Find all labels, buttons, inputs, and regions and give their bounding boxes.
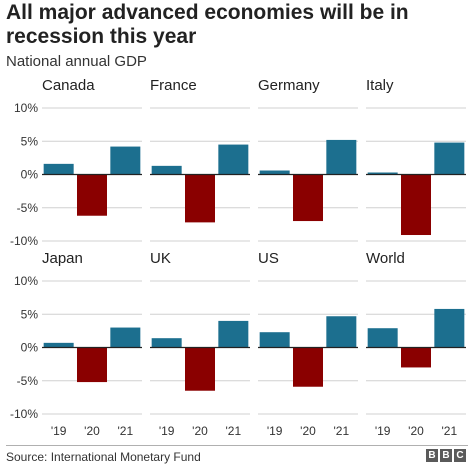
source-note: Source: International Monetary Fund — [6, 450, 201, 464]
y-tick-label: 10% — [14, 101, 38, 115]
x-tick-label: '21 — [226, 424, 242, 438]
y-tick-label: 5% — [21, 134, 39, 148]
bar — [259, 170, 290, 175]
bar — [185, 347, 215, 391]
panel-title: Germany — [258, 77, 320, 94]
panel-title: France — [150, 77, 197, 94]
bar — [185, 174, 215, 223]
x-tick-label: '19 — [51, 424, 67, 438]
bar — [401, 174, 431, 236]
x-tick-label: '20 — [84, 424, 100, 438]
bar — [110, 327, 141, 348]
x-tick-label: '21 — [442, 424, 458, 438]
logo-letter: B — [426, 449, 438, 462]
x-tick-label: '20 — [192, 424, 208, 438]
bar — [151, 165, 182, 175]
x-tick-label: '19 — [375, 424, 391, 438]
panel-title: US — [258, 250, 279, 267]
bar — [43, 163, 74, 175]
x-tick-label: '20 — [300, 424, 316, 438]
x-tick-label: '21 — [334, 424, 350, 438]
bar — [77, 174, 107, 216]
panel-title: Italy — [366, 77, 394, 94]
bar — [326, 316, 357, 348]
bar — [110, 146, 141, 175]
panel-title: Japan — [42, 250, 83, 267]
bar — [367, 172, 398, 175]
bar — [77, 347, 107, 383]
x-tick-label: '20 — [408, 424, 424, 438]
bar — [434, 308, 465, 348]
bar — [434, 142, 465, 175]
bar — [218, 144, 249, 175]
y-tick-label: 10% — [14, 274, 38, 288]
panel-title: Canada — [42, 77, 95, 94]
bar — [367, 328, 398, 348]
y-tick-label: -5% — [17, 374, 39, 388]
y-tick-label: -10% — [10, 407, 38, 421]
panel-title: UK — [150, 250, 171, 267]
y-tick-label: -5% — [17, 201, 39, 215]
footer-divider — [6, 445, 468, 446]
x-tick-label: '21 — [118, 424, 134, 438]
bar — [218, 320, 249, 348]
logo-letter: C — [454, 449, 466, 462]
y-tick-label: 0% — [21, 168, 39, 182]
y-tick-label: 5% — [21, 307, 39, 321]
y-tick-label: 0% — [21, 341, 39, 355]
bar — [43, 342, 74, 348]
bbc-logo: B B C — [426, 449, 466, 462]
bar — [293, 347, 323, 387]
panel-title: World — [366, 250, 405, 267]
logo-letter: B — [440, 449, 452, 462]
bar — [326, 139, 357, 175]
chart-title: All major advanced economies will be in … — [6, 1, 409, 48]
chart-subtitle: National annual GDP — [6, 53, 147, 70]
bar — [259, 332, 290, 348]
bar — [401, 347, 431, 368]
x-tick-label: '19 — [159, 424, 175, 438]
bar — [151, 338, 182, 348]
bar — [293, 174, 323, 222]
x-tick-label: '19 — [267, 424, 283, 438]
y-tick-label: -10% — [10, 234, 38, 248]
